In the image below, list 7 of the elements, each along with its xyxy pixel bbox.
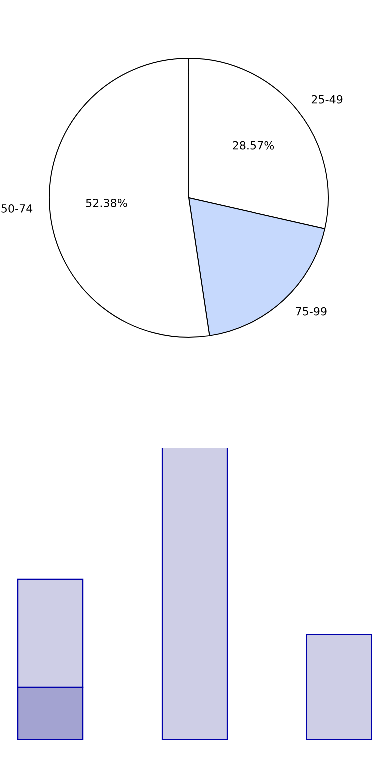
data-label: 28.57% — [233, 141, 274, 150]
bar — [306, 634, 372, 740]
slice-label: 25-49 — [312, 95, 343, 104]
slice-label: 50-74 — [2, 204, 33, 213]
bar — [162, 448, 228, 740]
data-label: 52.38% — [86, 198, 128, 208]
slice-label: 75-99 — [296, 307, 327, 316]
